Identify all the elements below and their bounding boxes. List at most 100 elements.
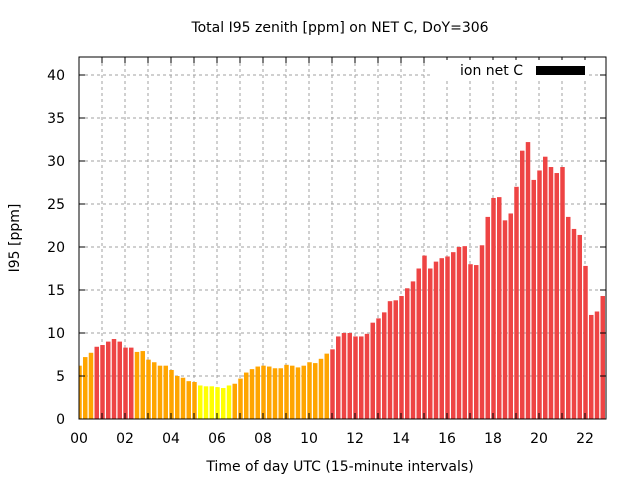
y-tick-label: 10 [47,326,65,342]
bar [456,247,462,419]
y-tick-label: 20 [47,240,65,256]
x-tick-label: 12 [346,431,364,447]
bar [244,372,249,419]
bar [451,252,456,419]
legend: ion net C [430,60,586,80]
bar [175,376,180,419]
bar [525,142,531,419]
bar [290,365,295,419]
x-tick-label: 22 [576,431,594,447]
bar [221,388,226,419]
bar [100,345,105,419]
bar [163,365,168,419]
bar [479,245,485,419]
bar [376,318,381,419]
bar [537,170,542,419]
bar [571,228,577,419]
bar [554,173,559,419]
bar [468,264,473,419]
bar [301,365,306,419]
bar [295,367,301,419]
x-tick-label: 20 [530,431,548,447]
y-tick-label: 40 [47,68,65,84]
bar [520,150,525,419]
bar [261,365,266,419]
y-tick-label: 30 [47,154,65,170]
bar [422,255,427,419]
bar [238,378,243,419]
bar [462,246,467,419]
legend-label: ion net C [460,63,523,79]
axis-ticks [78,57,606,420]
bar [502,220,508,419]
bar [106,341,111,419]
bar [111,339,117,419]
bar [79,365,82,419]
bar [416,268,421,419]
bar [169,369,174,419]
bar [387,301,393,419]
bar [255,366,260,419]
bar [445,256,450,419]
bar [600,296,605,419]
bar [353,336,358,419]
bar [583,265,588,419]
bar [382,312,387,419]
bar [318,358,324,419]
bar [267,366,272,419]
bar [548,167,554,419]
y-tick-label: 0 [56,412,65,428]
y-tick-label: 25 [47,197,65,213]
bar [198,385,203,419]
bar [410,281,416,419]
bar [399,296,404,419]
bar [180,377,186,419]
bar [393,300,398,419]
chart-title: Total I95 zenith [ppm] on NET C, DoY=306 [190,20,488,36]
bar [203,386,209,419]
bar [497,197,502,419]
bar [514,186,519,419]
x-tick-label: 10 [300,431,318,447]
bar [330,349,335,419]
bar [88,352,94,419]
bar [433,261,439,419]
x-axis-label: Time of day UTC (15-minute intervals) [205,459,473,475]
bar [439,258,444,419]
bar [140,351,145,419]
x-tick-label: 06 [208,431,226,447]
x-tick-label: 18 [484,431,502,447]
bar [324,353,329,419]
bar [405,288,410,419]
bar [566,216,571,419]
x-tick-label: 02 [116,431,134,447]
bar [186,381,191,419]
bars [79,142,605,419]
bar [146,359,151,419]
bar [152,362,157,419]
bar [192,382,197,419]
bar [589,314,594,419]
bar [209,386,214,419]
bar [249,369,255,419]
legend-swatch [536,66,585,75]
y-tick-label: 5 [56,369,65,385]
y-tick-labels: 0 5 10 15 20 25 30 35 40 [47,68,65,428]
bar [134,351,140,419]
bar [129,347,134,419]
bar [370,322,375,419]
bar [278,368,283,419]
x-tick-label: 04 [162,431,180,447]
bar [577,234,582,419]
bar [83,357,88,419]
bar [560,167,565,419]
bar [531,179,536,419]
bar [284,364,289,419]
x-tick-label: 08 [254,431,272,447]
x-tick-labels: 00 02 04 06 08 10 12 14 16 18 20 22 [70,431,594,447]
bar [226,385,232,419]
bar [157,365,163,419]
bar [94,346,99,419]
x-tick-label: 16 [438,431,456,447]
